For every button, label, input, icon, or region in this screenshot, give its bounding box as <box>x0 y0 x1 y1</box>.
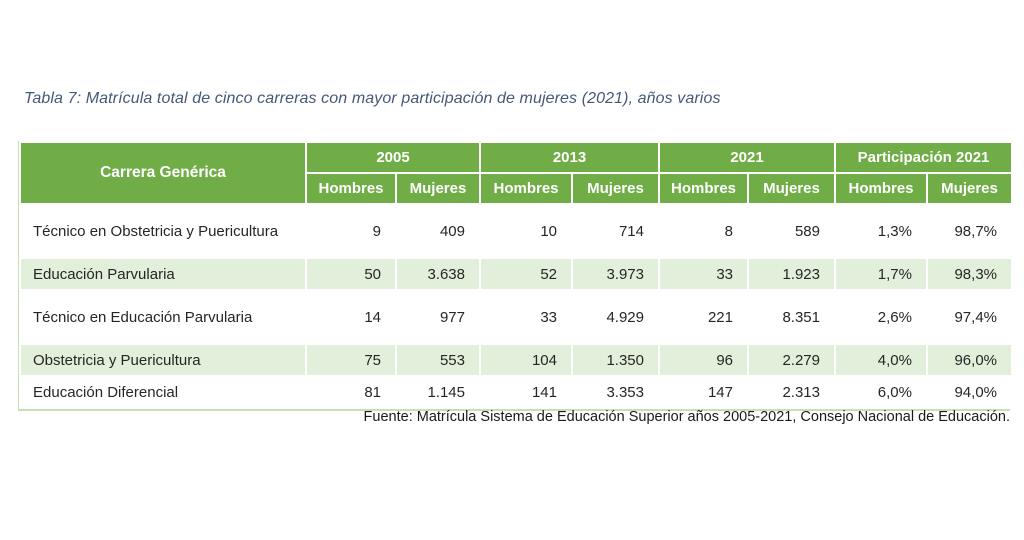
header-row-years: Carrera Genérica 2005 2013 2021 Particip… <box>19 141 1014 205</box>
year-group-header-2013: 2013 <box>479 141 660 174</box>
matricula-table-wrapper: Carrera Genérica 2005 2013 2021 Particip… <box>18 141 1014 411</box>
value-cell: 1.923 <box>747 257 836 291</box>
subheader-hombres-participacion: Hombres <box>834 172 928 205</box>
value-cell: 6,0% <box>834 375 928 409</box>
subheader-mujeres-2005: Mujeres <box>395 172 481 205</box>
value-cell: 8.351 <box>747 289 836 345</box>
table-row: Obstetricia y Puericultura 75 553 104 1.… <box>19 343 1014 377</box>
value-cell: 9 <box>305 203 397 259</box>
value-cell: 14 <box>305 289 397 345</box>
value-cell: 714 <box>571 203 660 259</box>
value-cell: 2,6% <box>834 289 928 345</box>
value-cell: 33 <box>658 257 749 291</box>
value-cell: 3.973 <box>571 257 660 291</box>
corner-header-carrera-generica: Carrera Genérica <box>19 141 307 205</box>
subheader-mujeres-2013: Mujeres <box>571 172 660 205</box>
value-cell: 3.638 <box>395 257 481 291</box>
value-cell: 96 <box>658 343 749 377</box>
carrera-cell: Obstetricia y Puericultura <box>19 343 307 377</box>
value-cell: 589 <box>747 203 836 259</box>
year-group-header-2005: 2005 <box>305 141 481 174</box>
subheader-mujeres-participacion: Mujeres <box>925 172 1014 205</box>
table-row: Educación Parvularia 50 3.638 52 3.973 3… <box>19 257 1014 291</box>
value-cell: 141 <box>479 375 573 409</box>
value-cell: 147 <box>658 375 749 409</box>
value-cell: 94,0% <box>925 375 1014 409</box>
value-cell: 97,4% <box>925 289 1014 345</box>
subheader-hombres-2005: Hombres <box>305 172 397 205</box>
table-row: Educación Diferencial 81 1.145 141 3.353… <box>19 375 1014 409</box>
value-cell: 96,0% <box>925 343 1014 377</box>
value-cell: 8 <box>658 203 749 259</box>
table-row: Técnico en Obstetricia y Puericultura 9 … <box>19 203 1014 259</box>
value-cell: 1,7% <box>834 257 928 291</box>
group-header-participacion-2021: Participación 2021 <box>833 141 1014 174</box>
value-cell: 4,0% <box>834 343 928 377</box>
subheader-mujeres-2021: Mujeres <box>747 172 836 205</box>
value-cell: 977 <box>395 289 481 345</box>
table-caption: Tabla 7: Matrícula total de cinco carrer… <box>24 90 721 107</box>
value-cell: 104 <box>479 343 573 377</box>
value-cell: 2.313 <box>747 375 836 409</box>
value-cell: 3.353 <box>571 375 660 409</box>
year-group-header-2021: 2021 <box>658 141 836 174</box>
matricula-table: Carrera Genérica 2005 2013 2021 Particip… <box>19 141 1014 409</box>
value-cell: 52 <box>479 257 573 291</box>
subheader-hombres-2021: Hombres <box>658 172 749 205</box>
carrera-cell: Educación Diferencial <box>19 375 307 409</box>
value-cell: 2.279 <box>747 343 836 377</box>
value-cell: 33 <box>479 289 573 345</box>
carrera-cell: Técnico en Educación Parvularia <box>19 289 307 345</box>
value-cell: 75 <box>305 343 397 377</box>
value-cell: 4.929 <box>571 289 660 345</box>
value-cell: 50 <box>305 257 397 291</box>
value-cell: 1.145 <box>395 375 481 409</box>
value-cell: 553 <box>395 343 481 377</box>
value-cell: 98,3% <box>925 257 1014 291</box>
table-row: Técnico en Educación Parvularia 14 977 3… <box>19 289 1014 345</box>
header-row-sexo: Hombres Mujeres Hombres Mujeres Hombres … <box>20 172 1014 205</box>
value-cell: 10 <box>479 203 573 259</box>
value-cell: 1,3% <box>834 203 928 259</box>
carrera-cell: Técnico en Obstetricia y Puericultura <box>19 203 307 259</box>
value-cell: 81 <box>305 375 397 409</box>
carrera-cell: Educación Parvularia <box>19 257 307 291</box>
subheader-hombres-2013: Hombres <box>479 172 573 205</box>
value-cell: 98,7% <box>925 203 1014 259</box>
value-cell: 409 <box>395 203 481 259</box>
value-cell: 1.350 <box>571 343 660 377</box>
source-note: Fuente: Matrícula Sistema de Educación S… <box>363 409 1010 425</box>
value-cell: 221 <box>658 289 749 345</box>
